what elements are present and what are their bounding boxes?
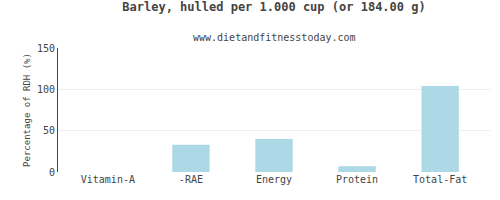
svg-text:Protein: Protein: [336, 174, 378, 185]
svg-text:100: 100: [37, 84, 55, 95]
svg-text:150: 150: [37, 43, 55, 54]
svg-text:Barley, hulled per 1.000 cup (: Barley, hulled per 1.000 cup (or 184.00 …: [122, 0, 425, 14]
svg-text:Vitamin-A: Vitamin-A: [81, 174, 135, 185]
svg-text:0: 0: [49, 167, 55, 178]
svg-text:www.dietandfitnesstoday.com: www.dietandfitnesstoday.com: [193, 32, 356, 43]
svg-text:Percentage of RDH (%): Percentage of RDH (%): [22, 53, 32, 167]
svg-text:Total-Fat: Total-Fat: [413, 174, 467, 185]
svg-text:50: 50: [43, 125, 55, 136]
svg-text:Energy: Energy: [256, 174, 292, 185]
svg-text:-RAE: -RAE: [179, 174, 203, 185]
